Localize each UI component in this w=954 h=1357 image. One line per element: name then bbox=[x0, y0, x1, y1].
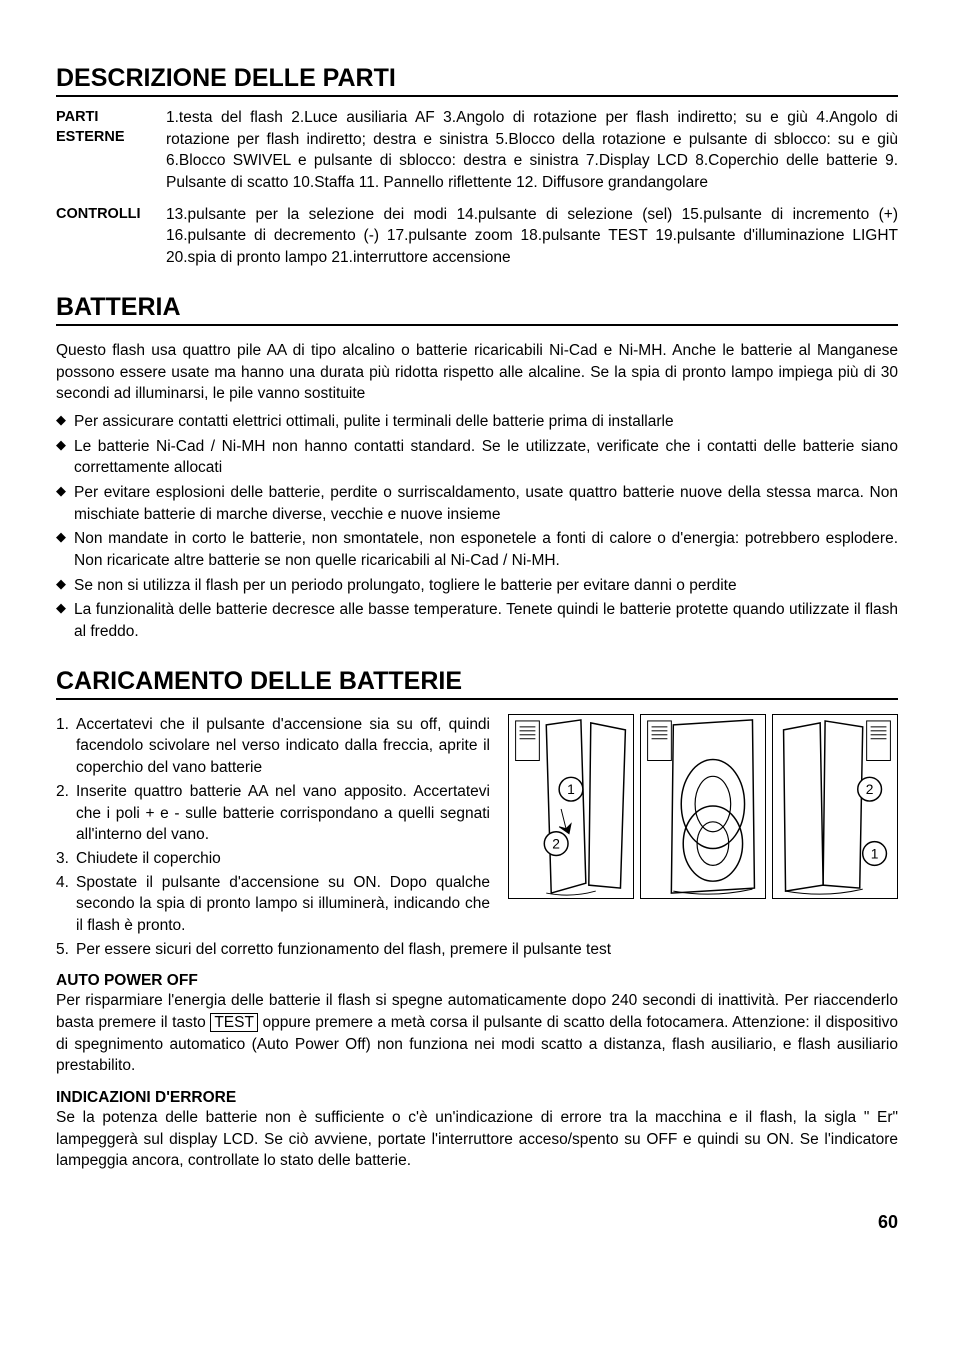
parts-controls-row: CONTROLLI 13.pulsante per la selezione d… bbox=[56, 204, 898, 269]
battery-bullet: Se non si utilizza il flash per un perio… bbox=[56, 575, 898, 597]
auto-power-off-text: Per risparmiare l'energia delle batterie… bbox=[56, 990, 898, 1077]
test-boxed-label: TEST bbox=[210, 1013, 258, 1032]
loading-step: Chiudete il coperchio bbox=[56, 848, 490, 870]
parts-controls-label: CONTROLLI bbox=[56, 204, 166, 269]
loading-step: Per essere sicuri del corretto funzionam… bbox=[56, 939, 898, 961]
battery-bullet: Per evitare esplosioni delle batterie, p… bbox=[56, 482, 898, 525]
page-number: 60 bbox=[56, 1212, 898, 1233]
battery-diagram-panel-2 bbox=[640, 714, 766, 899]
svg-text:2: 2 bbox=[866, 781, 874, 797]
battery-bullet: La funzionalità delle batterie decresce … bbox=[56, 599, 898, 642]
battery-bullet: Le batterie Ni-Cad / Ni-MH non hanno con… bbox=[56, 436, 898, 479]
parts-external-label: PARTI ESTERNE bbox=[56, 107, 166, 194]
battery-bullet-list: Per assicurare contatti elettrici ottima… bbox=[56, 411, 898, 643]
svg-text:1: 1 bbox=[567, 781, 575, 797]
battery-diagram-panel-1: 1 2 bbox=[508, 714, 634, 899]
svg-text:1: 1 bbox=[871, 845, 879, 861]
section-heading-parts: DESCRIZIONE DELLE PARTI bbox=[56, 64, 898, 97]
battery-diagram-area: 1 2 bbox=[508, 714, 898, 939]
parts-controls-text: 13.pulsante per la selezione dei modi 14… bbox=[166, 204, 898, 269]
loading-steps-list: Accertatevi che il pulsante d'accensione… bbox=[56, 714, 490, 939]
parts-external-text: 1.testa del flash 2.Luce ausiliaria AF 3… bbox=[166, 107, 898, 194]
loading-step: Accertatevi che il pulsante d'accensione… bbox=[56, 714, 490, 779]
error-text: Se la potenza delle batterie non è suffi… bbox=[56, 1107, 898, 1172]
auto-power-off-heading: AUTO POWER OFF bbox=[56, 972, 898, 990]
battery-bullet: Per assicurare contatti elettrici ottima… bbox=[56, 411, 898, 433]
error-heading: INDICAZIONI D'ERRORE bbox=[56, 1089, 898, 1107]
battery-intro-text: Questo flash usa quattro pile AA di tipo… bbox=[56, 340, 898, 405]
parts-external-row: PARTI ESTERNE 1.testa del flash 2.Luce a… bbox=[56, 107, 898, 194]
battery-diagram-panel-3: 2 1 bbox=[772, 714, 898, 899]
loading-steps-list-full: Per essere sicuri del corretto funzionam… bbox=[56, 939, 898, 961]
battery-bullet: Non mandate in corto le batterie, non sm… bbox=[56, 528, 898, 571]
svg-text:2: 2 bbox=[552, 835, 560, 851]
section-heading-loading: CARICAMENTO DELLE BATTERIE bbox=[56, 667, 898, 700]
loading-wrapper: Accertatevi che il pulsante d'accensione… bbox=[56, 714, 898, 939]
loading-step: Inserite quattro batterie AA nel vano ap… bbox=[56, 781, 490, 846]
loading-step: Spostate il pulsante d'accensione su ON.… bbox=[56, 872, 490, 937]
section-heading-battery: BATTERIA bbox=[56, 293, 898, 326]
